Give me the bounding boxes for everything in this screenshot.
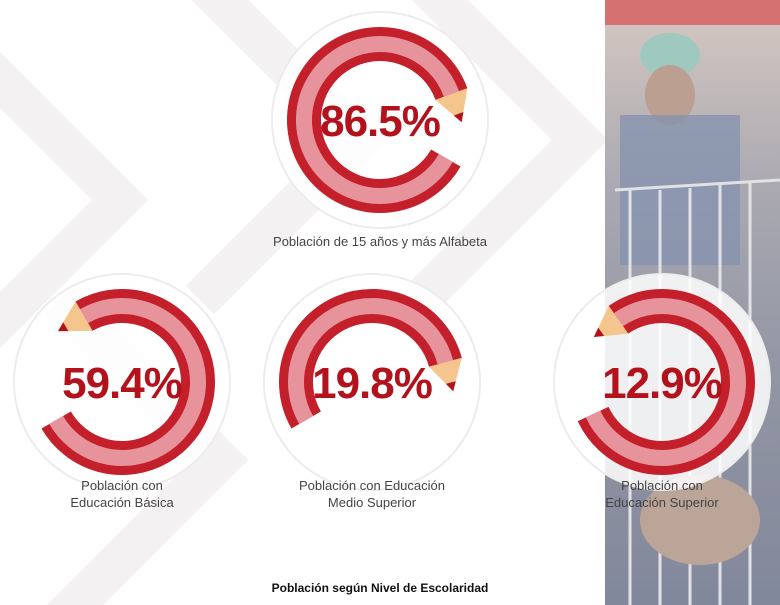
pencil-lead (453, 111, 464, 123)
pencil-stripe (585, 298, 746, 466)
pencil-lead (58, 322, 69, 332)
pencil-gauge: 86.5% Población de 15 años y más Alfabeta (271, 11, 489, 249)
rings: 86.5% Población de 15 años y más Alfabeta… (13, 11, 771, 510)
pencil-lead (593, 327, 605, 337)
pencil-gauge: 59.4% Población con Educación Básica (13, 273, 231, 510)
pencil-stripe (288, 298, 454, 424)
footer-title: Población según Nivel de Escolaridad (272, 581, 489, 595)
gauge-label: Población con Educación (299, 478, 445, 493)
pencil-gauge: 12.9% Población con Educación Superior (553, 273, 771, 510)
percentage: 12.9% (602, 359, 722, 408)
gauge-label: Educación Superior (605, 495, 719, 510)
percentage: 59.4% (62, 359, 182, 408)
percentage: 19.8% (312, 359, 432, 408)
percentage: 86.5% (320, 97, 440, 146)
gauge-label: Población con (81, 478, 163, 493)
pencil-stripe (296, 36, 459, 204)
pencil-stripe (49, 298, 206, 466)
pencil-lead (445, 381, 456, 392)
pencil-tip (58, 301, 93, 332)
gauge-label: Medio Superior (328, 495, 417, 510)
gauge-label: Población de 15 años y más Alfabeta (273, 234, 488, 249)
gauge-label: Población con (621, 478, 703, 493)
pencil-tip (593, 305, 629, 337)
pencil-gauge: 19.8% Población con Educación Medio Superi… (263, 273, 481, 510)
gauge-label: Educación Básica (70, 495, 174, 510)
